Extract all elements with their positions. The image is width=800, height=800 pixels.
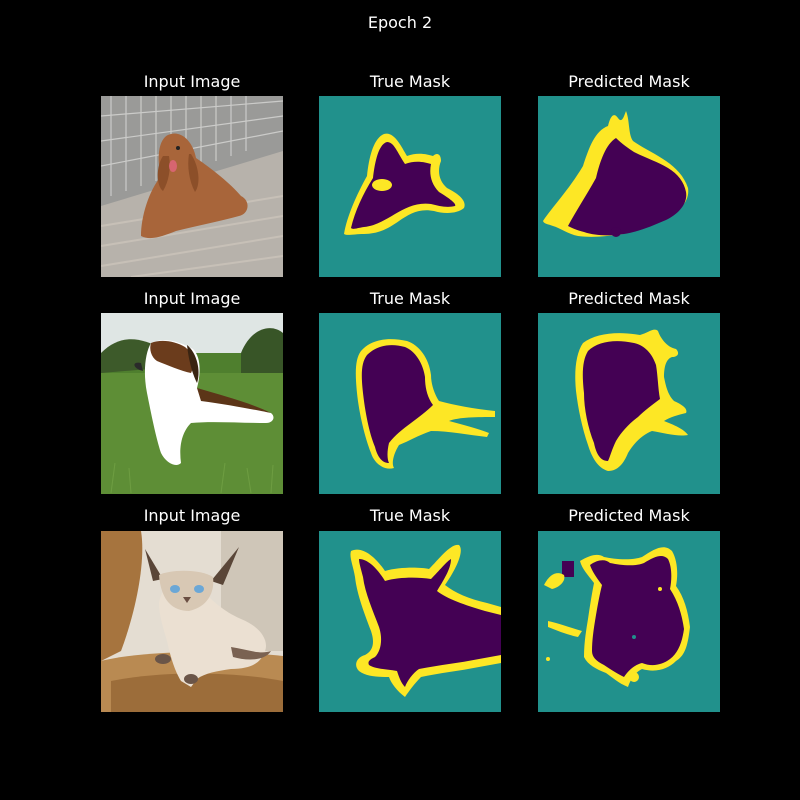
row3-input-image [101, 531, 283, 712]
figure-title: Epoch 2 [367, 13, 433, 32]
row2-input-title: Input Image [143, 289, 241, 308]
row3-true-mask-title: True Mask [369, 506, 451, 525]
row1-input-title: Input Image [143, 72, 241, 91]
row2-predicted-mask-title: Predicted Mask [568, 289, 690, 308]
row1-true-mask [319, 96, 501, 277]
row3-predicted-mask-title: Predicted Mask [568, 506, 690, 525]
row1-predicted-mask [538, 96, 720, 277]
row1-true-mask-title: True Mask [369, 72, 451, 91]
row3-predicted-mask [538, 531, 720, 712]
row1-predicted-mask-title: Predicted Mask [568, 72, 690, 91]
row1-input-image [101, 96, 283, 277]
row3-input-title: Input Image [143, 506, 241, 525]
row2-true-mask-title: True Mask [369, 289, 451, 308]
row3-true-mask [319, 531, 501, 712]
row2-predicted-mask [538, 313, 720, 494]
row2-true-mask [319, 313, 501, 494]
row2-input-image [101, 313, 283, 494]
